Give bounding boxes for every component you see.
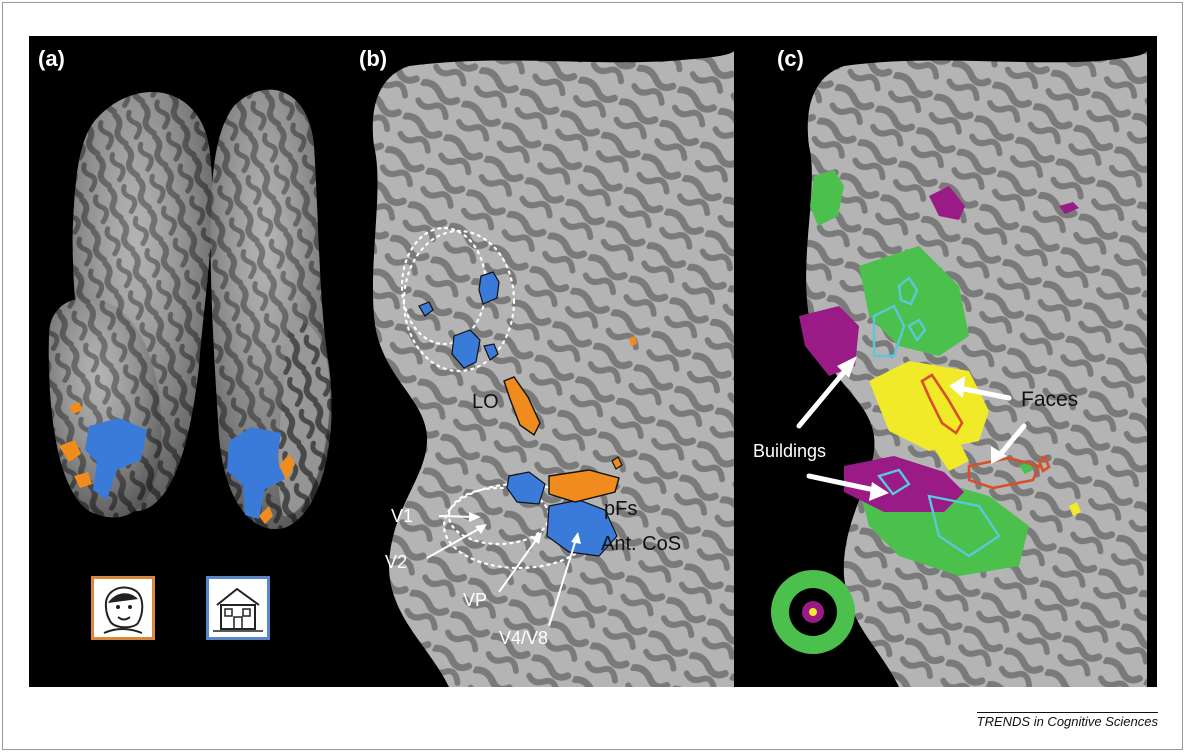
panel-label-a: (a): [38, 46, 65, 71]
label-vp: VP: [463, 590, 488, 610]
house-drawing-icon: [213, 587, 263, 632]
label-buildings: Buildings: [753, 441, 827, 461]
label-ant-cos: Ant. CoS: [601, 533, 682, 555]
eccentricity-legend: [771, 570, 855, 654]
inflated-brain-left: [48, 92, 213, 518]
flat-map-b: [372, 51, 734, 687]
label-v2: V2: [385, 552, 408, 572]
panel-label-b: (b): [359, 46, 388, 71]
inflated-brain-right: [210, 89, 332, 530]
label-v4-v8: V4/V8: [499, 628, 549, 648]
flat-map-c: [771, 51, 1147, 687]
label-lo: LO: [472, 391, 499, 413]
face-stimulus: [91, 576, 155, 640]
figure-graphics: [48, 51, 1147, 687]
label-pfs: pFs: [604, 498, 638, 520]
face-drawing-icon: [103, 586, 144, 634]
panel-label-c: (c): [777, 46, 804, 71]
journal-credit: TRENDS in Cognitive Sciences: [976, 712, 1158, 729]
label-faces: Faces: [1021, 388, 1079, 411]
label-v1: V1: [391, 506, 414, 526]
figure-canvas: (a) (b) (c) LO pFs Ant. CoS V1 V2 VP V4/…: [29, 36, 1157, 687]
building-stimulus: [206, 576, 270, 640]
